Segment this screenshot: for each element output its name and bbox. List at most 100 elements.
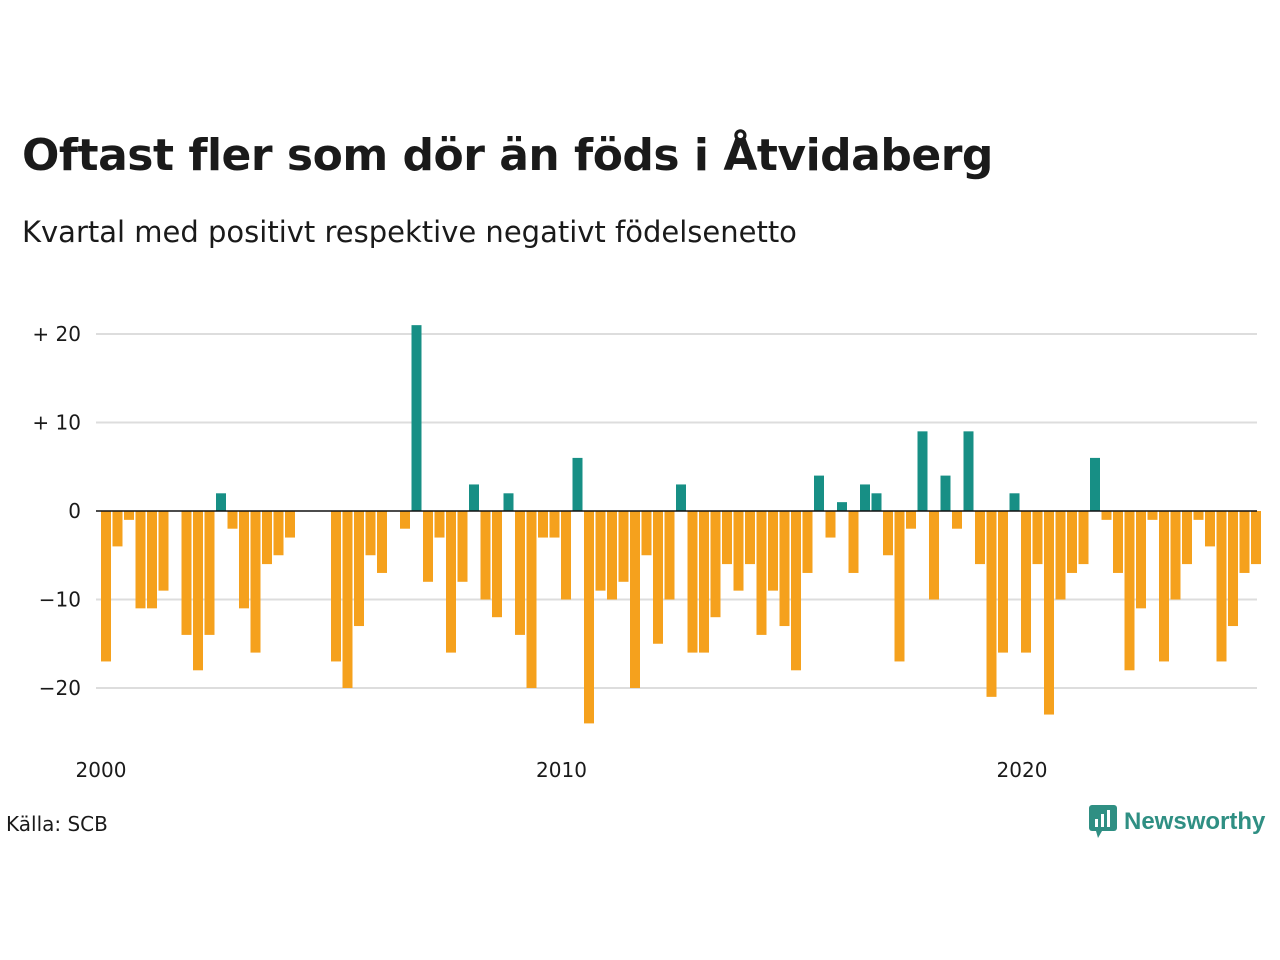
bar	[1182, 511, 1192, 565]
bar	[745, 511, 755, 565]
x-tick-label: 2000	[76, 758, 127, 782]
y-tick-label: −20	[39, 676, 81, 700]
bar	[699, 511, 709, 653]
bar	[791, 511, 801, 671]
bar	[963, 431, 974, 511]
bar	[618, 511, 629, 582]
bar	[1193, 511, 1204, 520]
bar	[630, 511, 640, 688]
bar	[1067, 511, 1077, 573]
bar	[480, 511, 491, 600]
bar	[193, 511, 203, 671]
bar	[802, 511, 813, 573]
bar	[377, 511, 387, 573]
bar	[549, 511, 560, 538]
bar	[860, 484, 870, 511]
bar	[929, 511, 939, 600]
x-axis-ticks: 2000 2010 2020	[76, 758, 1048, 782]
bar	[1170, 511, 1181, 600]
bar	[906, 511, 916, 529]
bar	[595, 511, 606, 591]
bar	[515, 511, 525, 635]
x-tick-label: 2020	[997, 758, 1048, 782]
bar	[216, 493, 226, 511]
bar	[285, 511, 295, 538]
bar	[250, 511, 261, 653]
bar	[664, 511, 675, 600]
bar	[641, 511, 652, 556]
bar	[239, 511, 249, 609]
bar	[354, 511, 364, 627]
bar	[756, 511, 767, 635]
bar	[1228, 511, 1238, 627]
bar	[952, 511, 962, 529]
bar	[526, 511, 537, 688]
bar	[883, 511, 893, 556]
source-label: Källa: SCB	[6, 812, 108, 836]
bar	[653, 511, 663, 644]
bar	[400, 511, 410, 529]
bar	[572, 457, 583, 511]
x-tick-label: 2010	[536, 758, 587, 782]
bar	[365, 511, 376, 556]
y-tick-label: −10	[39, 588, 81, 612]
bar	[779, 511, 790, 627]
bar	[469, 484, 479, 511]
bar	[1239, 511, 1250, 573]
bar	[538, 511, 548, 538]
bar	[1055, 511, 1066, 600]
chart-subtitle: Kvartal med positivt respektive negativt…	[22, 215, 797, 249]
bar	[124, 511, 134, 520]
bar	[457, 511, 468, 582]
y-tick-label: 0	[68, 499, 81, 523]
newsworthy-logo-icon	[1089, 805, 1117, 838]
bar	[262, 511, 272, 565]
bar	[584, 511, 594, 724]
bar	[1216, 511, 1227, 662]
bar	[342, 511, 353, 688]
bar	[768, 511, 778, 591]
bar	[1159, 511, 1169, 662]
bar	[607, 511, 617, 600]
bar	[503, 493, 514, 511]
bar	[227, 511, 238, 529]
bar	[917, 431, 928, 511]
bar	[710, 511, 721, 618]
bar	[676, 484, 686, 511]
chart-title: Oftast fler som dör än föds i Åtvidaberg	[22, 130, 993, 181]
bar	[1147, 511, 1158, 520]
bar	[1205, 511, 1215, 547]
bar	[940, 475, 951, 511]
bar	[1032, 511, 1043, 565]
bar	[135, 511, 146, 609]
bar	[825, 511, 836, 538]
bar	[101, 511, 111, 662]
bar	[434, 511, 445, 538]
brand-name: Newsworthy	[1124, 808, 1266, 835]
bar	[158, 511, 169, 591]
y-tick-label: + 20	[32, 322, 81, 346]
bar	[204, 511, 215, 635]
brand-logo[interactable]: Newsworthy	[1088, 804, 1265, 840]
bar	[871, 493, 882, 511]
bar	[411, 325, 422, 511]
bar	[147, 511, 157, 609]
bar	[837, 502, 847, 511]
bar	[894, 511, 905, 662]
bar	[561, 511, 571, 600]
y-tick-label: + 10	[32, 411, 81, 435]
bar	[722, 511, 732, 565]
bars	[101, 325, 1261, 724]
bar	[1136, 511, 1146, 609]
bar	[687, 511, 698, 653]
bar	[1124, 511, 1135, 671]
bar	[1101, 511, 1112, 520]
bar	[1009, 493, 1020, 511]
y-axis-ticks: + 20 + 10 0 −10 −20	[32, 322, 81, 700]
bar	[181, 511, 192, 635]
bar	[848, 511, 859, 573]
bar	[112, 511, 123, 547]
bar	[273, 511, 284, 556]
bar	[986, 511, 997, 697]
bar	[446, 511, 456, 653]
